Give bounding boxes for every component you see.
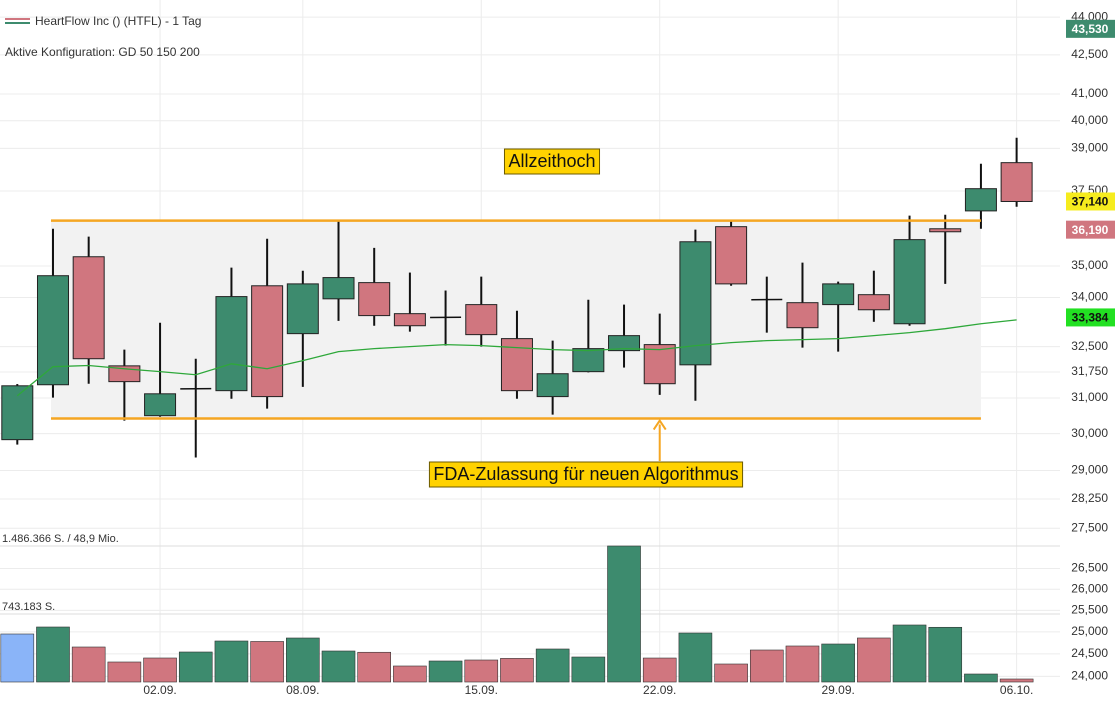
volume-bar xyxy=(964,673,998,683)
x-tick-label: 29.09. xyxy=(821,683,854,697)
candle-body xyxy=(786,302,819,329)
candle-body xyxy=(144,393,177,417)
price-label-box xyxy=(1066,220,1115,239)
candle-body xyxy=(465,304,498,336)
candle-body xyxy=(1000,162,1033,202)
price-label-box xyxy=(1066,192,1115,211)
candle-body xyxy=(251,285,284,398)
candle-body xyxy=(608,335,641,352)
volume-bar xyxy=(821,643,855,683)
x-tick-label: 08.09. xyxy=(286,683,319,697)
volume-bar xyxy=(36,626,70,683)
config-label: Aktive Konfiguration: GD 50 150 200 xyxy=(5,45,200,59)
candle-body xyxy=(72,256,105,360)
candle-body xyxy=(893,239,926,325)
price-label: 33,384 xyxy=(1072,311,1109,325)
y-tick-label: 40,000 xyxy=(1071,113,1108,127)
y-tick-label: 30,000 xyxy=(1071,426,1108,440)
candle-body xyxy=(215,296,248,392)
candle-body xyxy=(857,294,890,311)
price-label: 37,140 xyxy=(1072,195,1109,209)
volume-bar xyxy=(0,633,35,683)
volume-bar xyxy=(642,657,677,683)
price-label: 43,530 xyxy=(1072,22,1109,36)
volume-bar xyxy=(250,641,284,683)
volume-bar xyxy=(107,661,142,683)
candle-body xyxy=(286,283,319,335)
volume-bar xyxy=(143,657,177,683)
candle-body xyxy=(1,385,34,441)
candle-body xyxy=(322,277,355,300)
volume-bar xyxy=(607,545,641,683)
y-tick-label: 28,250 xyxy=(1071,491,1108,505)
candle-body xyxy=(572,348,605,373)
chart-title: HeartFlow Inc () (HTFL) - 1 Tag xyxy=(35,14,201,28)
y-tick-label: 26,500 xyxy=(1071,561,1108,575)
y-tick-label: 27,500 xyxy=(1071,520,1108,534)
annotation-text: FDA-Zulassung für neuen Algorithmus xyxy=(433,464,738,484)
y-tick-label: 24,000 xyxy=(1071,668,1108,682)
candle-body xyxy=(393,313,426,327)
x-tick-label: 06.10. xyxy=(1000,683,1033,697)
annotation-text: Allzeithoch xyxy=(508,151,595,171)
y-tick-label: 34,000 xyxy=(1071,290,1108,304)
candle-body xyxy=(964,188,997,212)
y-tick-label: 31,750 xyxy=(1071,364,1108,378)
moving-average xyxy=(16,319,1017,397)
y-tick-label: 26,000 xyxy=(1071,581,1108,595)
y-tick-label: 24,500 xyxy=(1071,646,1108,660)
y-tick-label: 32,500 xyxy=(1071,339,1108,353)
y-tick-label: 42,500 xyxy=(1071,47,1108,61)
y-tick-label: 41,000 xyxy=(1071,86,1108,100)
candle-body xyxy=(715,226,748,285)
candle-body xyxy=(536,373,569,398)
volume-bar xyxy=(393,665,427,683)
annotation-box xyxy=(503,148,601,175)
volume-bar xyxy=(571,656,606,683)
volume-bar xyxy=(714,663,748,683)
volume-bar xyxy=(286,637,320,683)
x-tick-label: 02.09. xyxy=(143,683,176,697)
candle-body xyxy=(36,275,69,386)
volume-bar xyxy=(535,648,570,683)
price-label: 36,190 xyxy=(1072,223,1109,237)
volume-bar xyxy=(214,640,249,683)
y-tick-label: 25,000 xyxy=(1071,624,1108,638)
candle-body xyxy=(643,344,676,385)
volume-bar xyxy=(71,646,106,683)
y-tick-label: 39,000 xyxy=(1071,141,1108,155)
y-tick-label: 25,500 xyxy=(1071,603,1108,617)
candle-body xyxy=(929,228,962,233)
x-tick-label: 22.09. xyxy=(643,683,676,697)
y-tick-label: 35,000 xyxy=(1071,258,1108,272)
annotation-box xyxy=(428,461,744,488)
volume-bar xyxy=(500,658,534,683)
annotation-arrowhead xyxy=(652,418,667,431)
volume-bar xyxy=(357,651,392,683)
y-tick-label: 29,000 xyxy=(1071,463,1108,477)
volume-bar xyxy=(892,624,927,683)
plot: Allzeithoch FDA-Zulassung für neuen Algor… xyxy=(0,137,1034,683)
volume-bar xyxy=(857,637,891,683)
volume-tick-label: 743.183 S. xyxy=(2,601,55,613)
volume-bar xyxy=(999,678,1034,683)
volume-bar xyxy=(178,651,213,683)
price-label-box xyxy=(1066,308,1115,327)
volume-bar xyxy=(749,649,784,683)
volume-bar xyxy=(428,660,463,683)
volume-bar xyxy=(785,645,820,683)
x-tick-label: 15.09. xyxy=(465,683,498,697)
volume-bar xyxy=(464,659,499,683)
volume-tick-label: 1.486.366 S. / 48,9 Mio. xyxy=(2,533,119,545)
volume-bar xyxy=(321,650,356,683)
volume-bar xyxy=(928,626,963,683)
y-tick-label: 44,000 xyxy=(1071,9,1108,23)
candle-body xyxy=(358,282,391,317)
volume-bar xyxy=(678,632,713,683)
candle-body xyxy=(822,283,855,306)
y-tick-label: 31,000 xyxy=(1071,390,1108,404)
price-label-box xyxy=(1066,19,1115,38)
